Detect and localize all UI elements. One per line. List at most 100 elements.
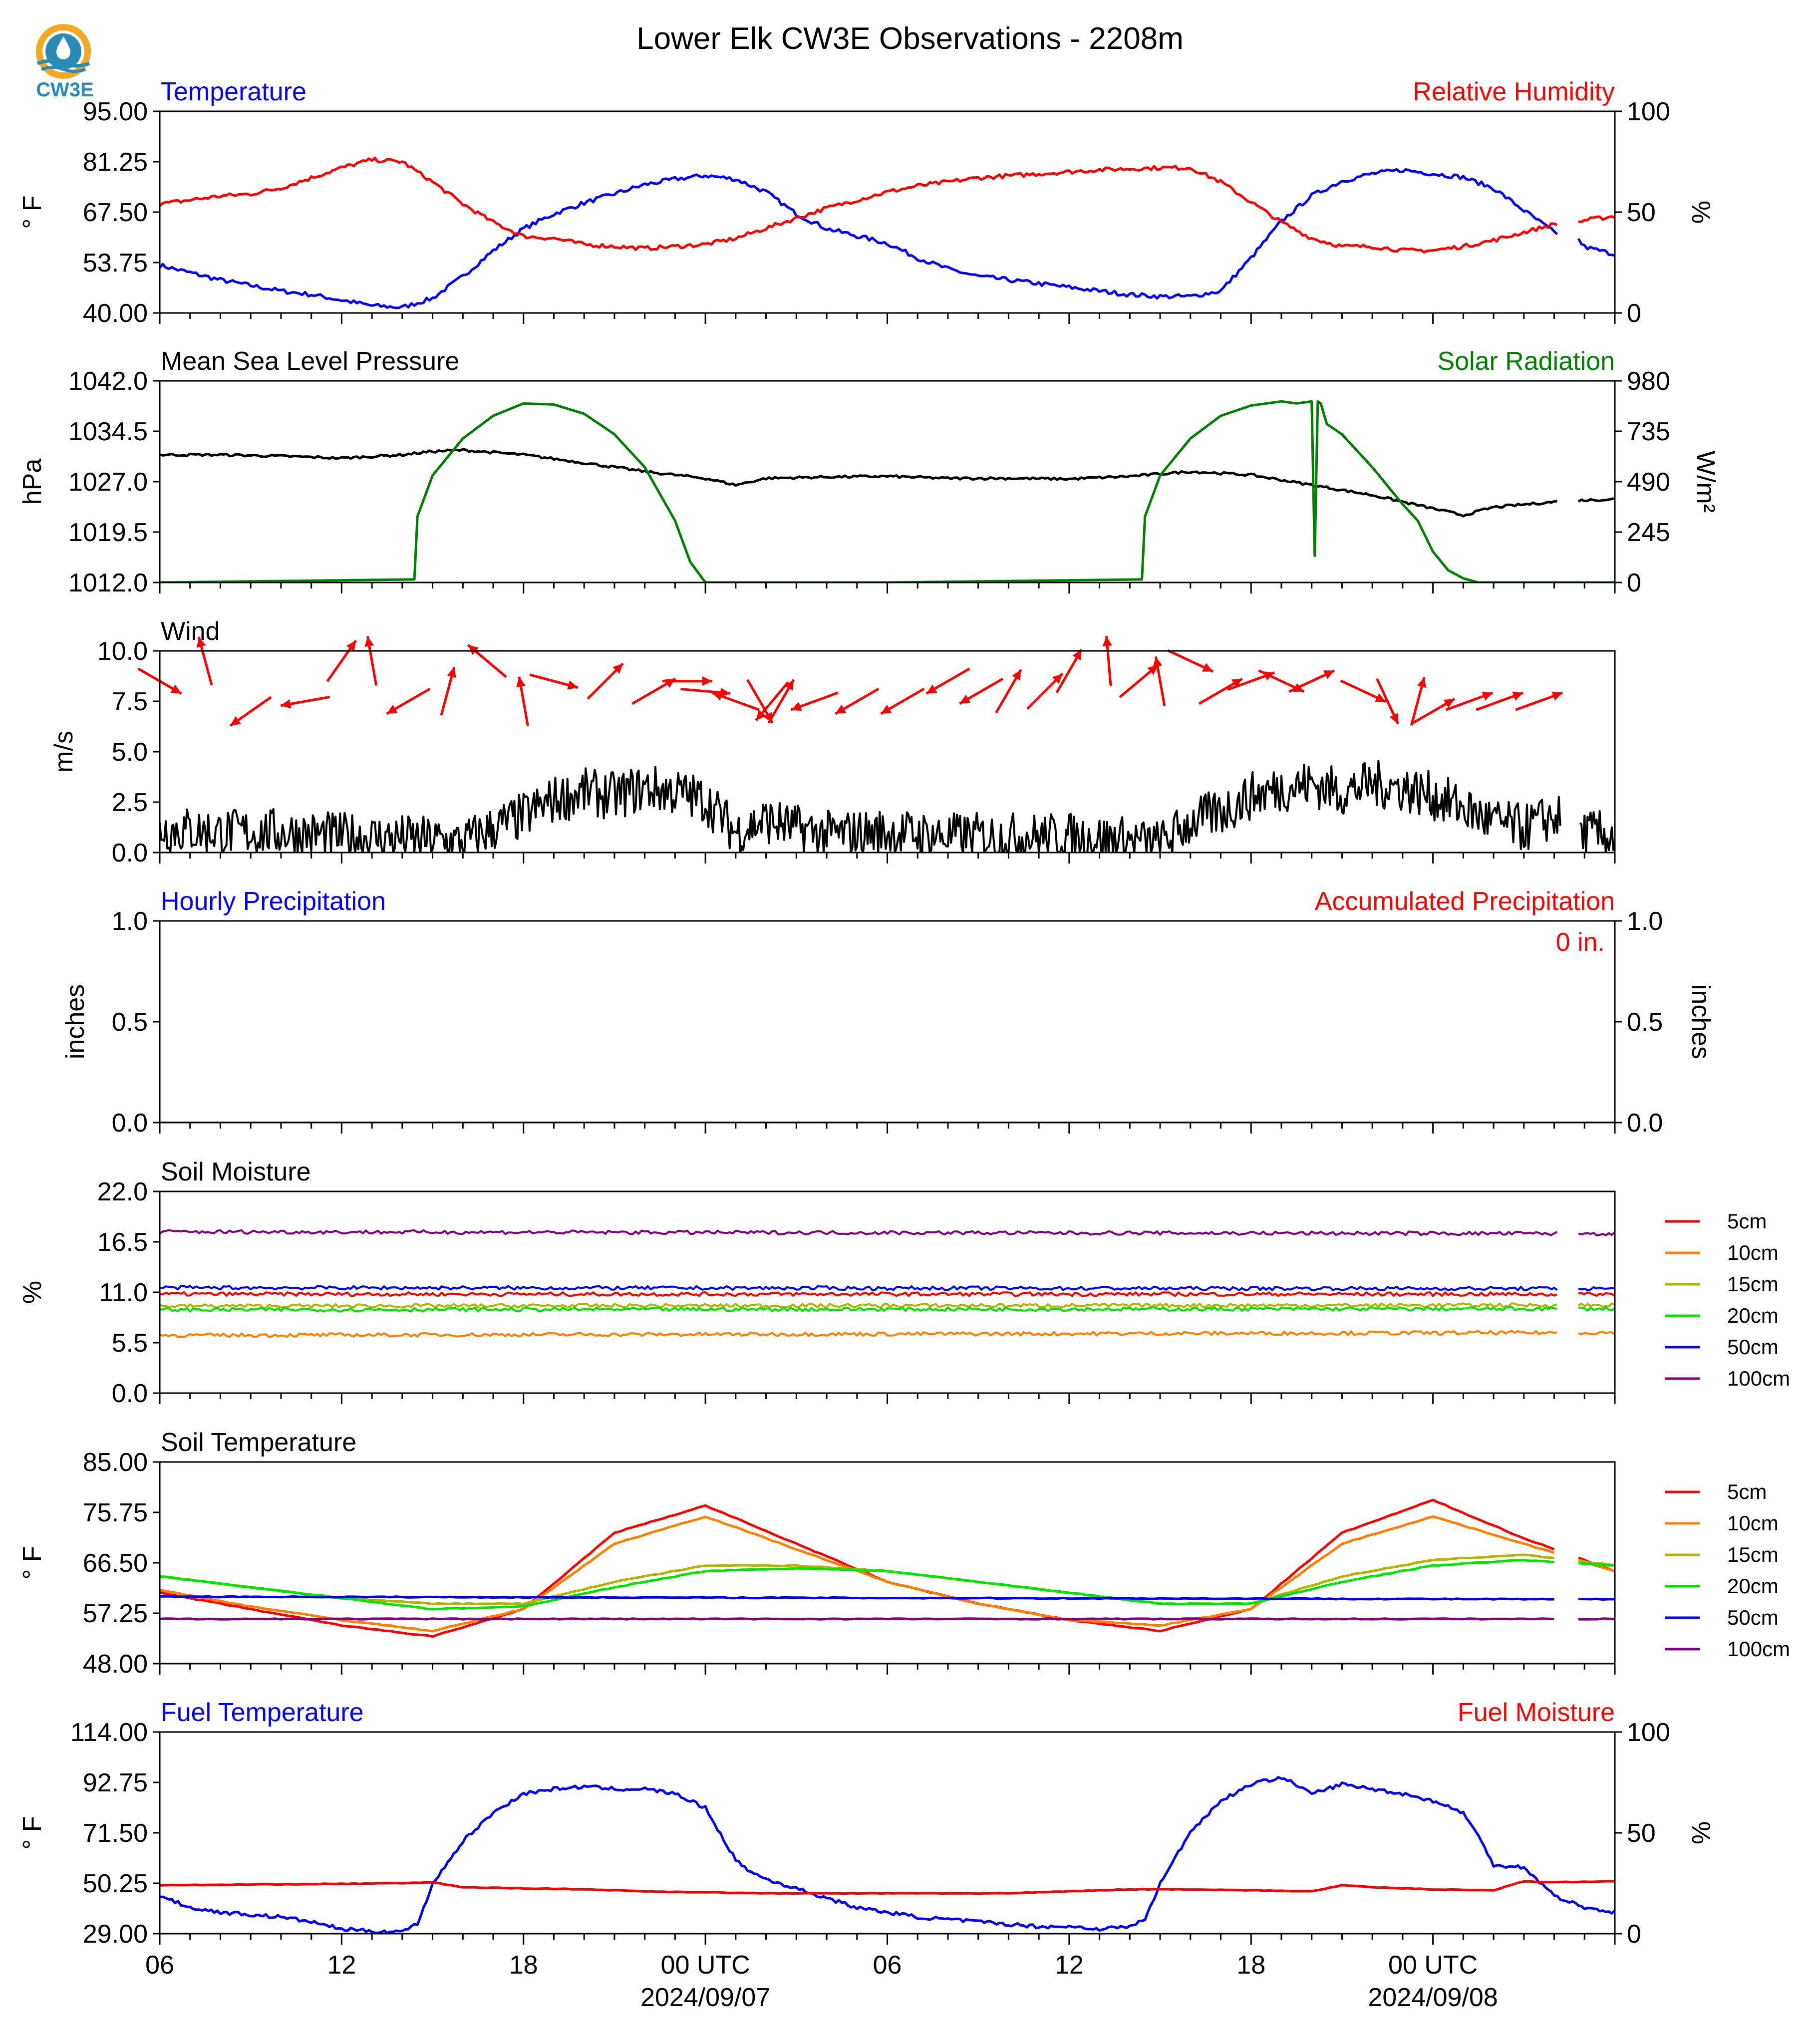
y-tick-label: 75.75 <box>83 1498 148 1527</box>
x-tick-label: 06 <box>145 1951 174 1980</box>
legend-label: 5cm <box>1727 1209 1767 1233</box>
y-tick-label: 16.5 <box>97 1228 148 1257</box>
wind-arrow-head <box>1323 670 1335 679</box>
wind-arrow-head <box>170 684 182 694</box>
y-tick-label: 53.75 <box>83 249 148 278</box>
wind-arrow-head <box>702 676 712 686</box>
wind-arrow-head <box>1231 678 1242 688</box>
series-group-soil_temperature <box>160 1498 1615 1638</box>
depth-legend: 5cm 10cm 15cm 20cm 50cm 100cm <box>1665 1209 1790 1390</box>
panel-title-temperature: Temperature <box>161 77 306 106</box>
series-line-mean-sea-level-pressure <box>160 448 1615 518</box>
y-axis-label: inches <box>61 984 90 1059</box>
panel-title-pressure: Mean Sea Level Pressure <box>161 347 459 376</box>
y-tick-label: 1034.5 <box>68 417 148 446</box>
y-tick-label: 1019.5 <box>68 518 148 547</box>
wind-arrow-head <box>881 704 892 714</box>
x-tick-label: 18 <box>1236 1951 1265 1980</box>
y2-tick-label: 1.0 <box>1627 907 1663 936</box>
legend-label: 10cm <box>1727 1241 1779 1264</box>
plot-frame <box>159 650 1616 854</box>
y2-tick-label: 735 <box>1627 417 1670 446</box>
wind-arrow-head <box>386 704 398 714</box>
y-axis-label: ° F <box>18 1816 47 1849</box>
y-tick-label: 66.50 <box>83 1549 148 1578</box>
depth-legend: 5cm 10cm 15cm 20cm 50cm 100cm <box>1665 1480 1790 1661</box>
plot-frame <box>159 1731 1616 1935</box>
y-tick-label: 0.0 <box>112 1379 148 1408</box>
wind-arrow-head <box>1551 691 1563 701</box>
wind-arrow-head <box>1389 713 1398 724</box>
cw3e-logo: CW3E <box>27 17 102 102</box>
panel-title-fuel: Fuel Temperature <box>161 1698 364 1727</box>
series-group-wind <box>160 760 1615 853</box>
wind-arrow-head <box>567 680 578 690</box>
panel-title-precip: Hourly Precipitation <box>161 887 386 916</box>
wind-arrow-head <box>1443 699 1455 708</box>
x-tick-label: 00 UTC <box>1388 1951 1478 1980</box>
wind-arrow-head <box>1147 665 1158 675</box>
panel-precip: Hourly Precipitation Accumulated Precipit… <box>61 887 1715 1138</box>
logo-wave-2 <box>40 66 86 73</box>
wind-arrow-head <box>720 687 730 697</box>
wind-arrow-head <box>281 699 292 709</box>
y-tick-label: 67.50 <box>83 198 148 227</box>
wind-arrow-head <box>516 676 526 687</box>
y-tick-label: 1012.0 <box>68 569 148 597</box>
plot-frame <box>159 110 1616 314</box>
series-line-20cm <box>160 1559 1615 1611</box>
logo-text: CW3E <box>36 79 94 101</box>
y2-axis-label: inches <box>1686 984 1715 1059</box>
series-group-pressure <box>160 400 1615 582</box>
accumulated-total-label: 0 in. <box>1556 928 1605 957</box>
series-line-relative-humidity <box>160 156 1615 254</box>
series-line-10cm <box>160 1515 1615 1633</box>
series-line-solar-radiation <box>160 400 1615 582</box>
logo-wave <box>36 59 90 68</box>
y-tick-label: 57.25 <box>83 1599 148 1628</box>
y-tick-label: 10.0 <box>97 637 148 666</box>
y2-tick-label: 0.0 <box>1627 1109 1663 1138</box>
y-tick-label: 1042.0 <box>68 367 148 396</box>
plot-frame <box>159 380 1616 583</box>
series-line-100cm <box>160 1617 1615 1621</box>
wind-arrow-head <box>791 702 802 711</box>
panel-right-title-pressure: Solar Radiation <box>1437 347 1615 376</box>
y-tick-label: 114.00 <box>70 1718 148 1747</box>
plot-frame <box>159 1190 1616 1394</box>
series-line-100cm <box>160 1229 1615 1236</box>
y-tick-label: 0.5 <box>112 1008 148 1037</box>
series-line-50cm <box>160 1285 1615 1292</box>
y2-axis-label: % <box>1686 1821 1715 1844</box>
y-axis-label: ° F <box>18 1546 47 1579</box>
y2-tick-label: 100 <box>1627 1718 1670 1747</box>
wind-arrows <box>137 636 1563 727</box>
legend-label: 15cm <box>1727 1543 1779 1566</box>
x-date-label: 2024/09/08 <box>1368 1983 1498 2012</box>
panel-right-title-fuel: Fuel Moisture <box>1458 1698 1615 1727</box>
series-line-5cm <box>160 1291 1615 1297</box>
y-tick-label: 0.0 <box>112 1109 148 1138</box>
series-line-50cm <box>160 1595 1615 1601</box>
x-tick-label: 00 UTC <box>661 1951 750 1980</box>
wind-arrow-head <box>1375 693 1386 702</box>
panel-title-wind: Wind <box>161 617 220 646</box>
y2-tick-label: 0 <box>1627 299 1641 328</box>
wind-arrow-head <box>1012 669 1021 681</box>
cw3e-logo-icon: CW3E <box>36 24 94 101</box>
series-line-20cm <box>160 1306 1615 1313</box>
legend-label: 15cm <box>1727 1272 1779 1296</box>
y2-tick-label: 245 <box>1627 518 1670 547</box>
chart-title: Lower Elk CW3E Observations - 2208m <box>636 21 1184 56</box>
legend-label: 5cm <box>1727 1480 1767 1503</box>
logo-drop <box>56 36 70 59</box>
wind-arrow-head <box>926 684 937 694</box>
wind-arrow-head <box>468 645 479 655</box>
y-tick-label: 92.75 <box>83 1768 148 1797</box>
series-group-soil_moisture <box>160 1229 1615 1338</box>
wind-arrow-head <box>230 716 241 726</box>
y-tick-label: 7.5 <box>112 687 148 716</box>
panel-right-title-precip: Accumulated Precipitation <box>1315 887 1615 916</box>
wind-arrow-head <box>959 694 971 704</box>
